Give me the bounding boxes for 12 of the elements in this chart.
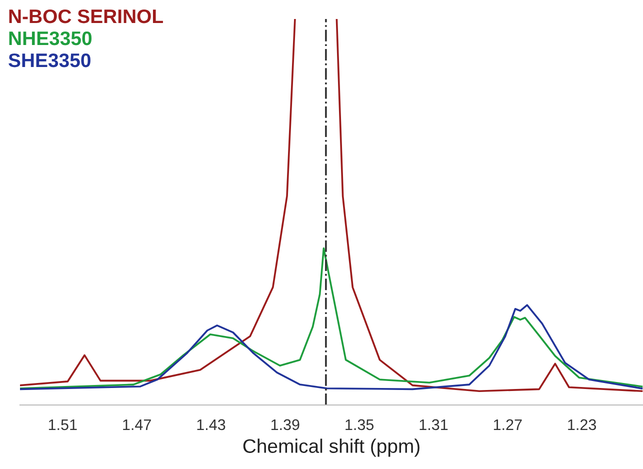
x-tick-label: 1.31 <box>420 419 448 430</box>
x-tick-label: 1.51 <box>48 419 77 430</box>
x-tick-label: 1.35 <box>346 419 374 430</box>
x-axis-title: Chemical shift (ppm) <box>243 438 420 457</box>
x-tick-label: 1.27 <box>494 419 522 430</box>
text: SHE3350 <box>8 53 90 68</box>
x-tick-label: 1.39 <box>271 419 300 430</box>
x-tick-label: 1.23 <box>568 419 596 430</box>
x-tick-label: 1.47 <box>123 419 151 430</box>
text: N-BOC SERINOL <box>9 9 163 24</box>
text: NHE3350 <box>9 31 92 46</box>
x-tick-label: 1.43 <box>197 419 226 430</box>
